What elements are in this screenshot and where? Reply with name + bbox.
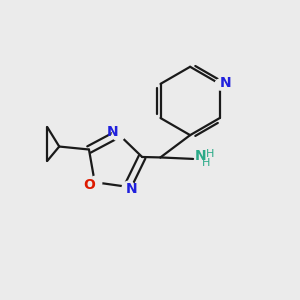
- Text: H: H: [206, 148, 214, 159]
- Text: O: O: [83, 178, 95, 192]
- Text: N: N: [107, 124, 119, 139]
- Text: N: N: [195, 149, 206, 163]
- Text: H: H: [202, 158, 210, 168]
- Text: N: N: [126, 182, 138, 196]
- Text: N: N: [219, 76, 231, 90]
